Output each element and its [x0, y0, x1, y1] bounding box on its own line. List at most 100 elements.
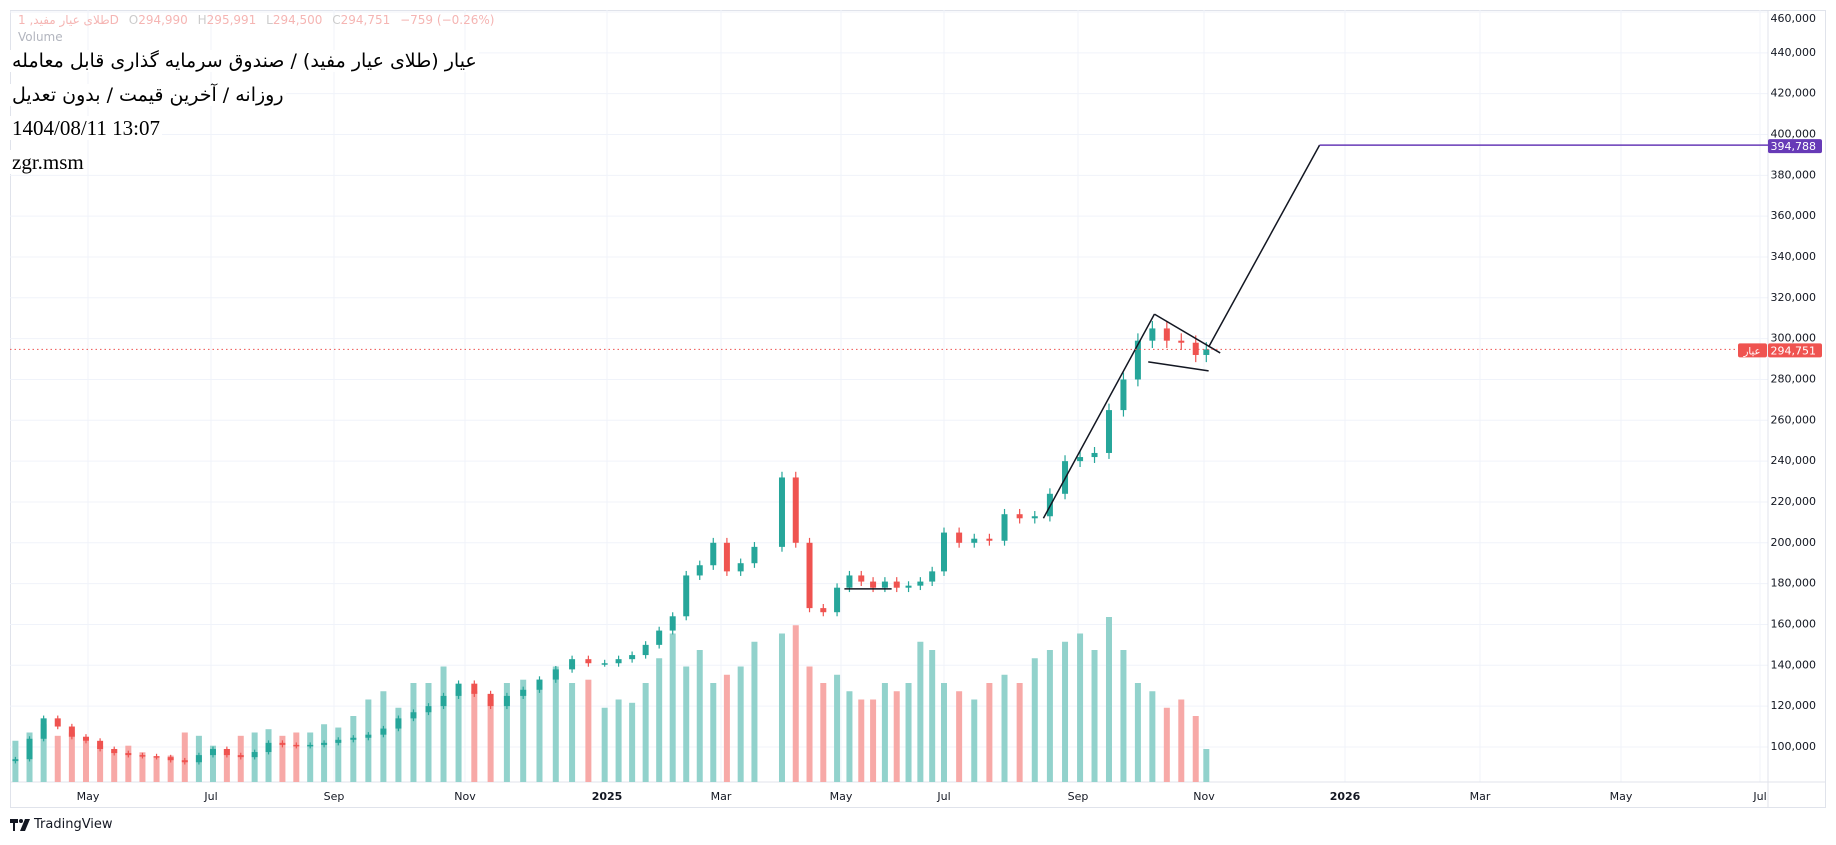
- candle: [181, 757, 188, 765]
- volume-bar: [167, 755, 174, 782]
- candle-body: [395, 718, 402, 729]
- y-tick-label: 340,000: [1771, 250, 1817, 263]
- y-tick-label: 120,000: [1771, 699, 1817, 712]
- candle-body: [751, 546, 758, 564]
- volume-bar: [223, 749, 230, 782]
- candle-body: [1031, 516, 1038, 519]
- candle: [723, 537, 730, 576]
- chart-subtitle: روزانه / آخرین قیمت / بدون تعدیل: [10, 84, 286, 106]
- candle: [870, 577, 877, 593]
- volume-legend: Volume: [18, 30, 63, 44]
- volume-bar: [139, 752, 146, 782]
- candle-body: [1091, 452, 1098, 458]
- candle: [365, 732, 372, 741]
- volume-bar: [986, 683, 993, 782]
- candle-body: [569, 659, 576, 670]
- volume-bar: [335, 727, 342, 782]
- candle-body: [858, 575, 865, 582]
- candle: [1091, 446, 1098, 463]
- candle-body: [251, 752, 258, 758]
- x-tick-label: May: [77, 790, 100, 803]
- candle: [251, 749, 258, 760]
- candle-body: [68, 726, 75, 737]
- candle-body: [12, 759, 19, 762]
- x-tick-label: May: [830, 790, 853, 803]
- candle-body: [683, 575, 690, 617]
- volume-bar: [834, 674, 841, 782]
- candle: [503, 692, 510, 710]
- volume-bar: [395, 707, 402, 782]
- tradingview-logo[interactable]: TradingView: [10, 817, 113, 832]
- volume-bar: [656, 658, 663, 782]
- candle: [629, 651, 636, 663]
- close-label: C: [332, 13, 341, 27]
- candle-body: [971, 538, 978, 543]
- volume-bar: [737, 666, 744, 782]
- candle-body: [365, 734, 372, 738]
- y-tick-label: 180,000: [1771, 577, 1817, 590]
- candle: [956, 527, 963, 548]
- candle-body: [893, 581, 900, 588]
- volume-bar: [97, 745, 104, 782]
- candle-body: [380, 728, 387, 735]
- volume-bar: [1120, 650, 1127, 782]
- candle: [941, 527, 947, 576]
- volume-bar: [569, 683, 576, 782]
- candle-body: [293, 744, 300, 747]
- candle-body: [487, 693, 494, 707]
- volume-bar: [1105, 617, 1112, 782]
- y-tick-label: 360,000: [1771, 209, 1817, 222]
- candle-body: [410, 712, 417, 719]
- candle: [153, 753, 160, 760]
- x-tick-label: Nov: [454, 790, 476, 803]
- last-price-label: 294,751: [1771, 344, 1817, 357]
- x-tick-label: Nov: [1193, 790, 1215, 803]
- volume-bar: [552, 666, 559, 782]
- volume-bar: [585, 679, 592, 782]
- volume-bar: [1163, 707, 1170, 782]
- candle-body: [696, 565, 703, 576]
- high-label: H: [197, 13, 207, 27]
- candle-body: [917, 581, 924, 586]
- candle-body: [1105, 410, 1112, 453]
- close-value: 294,751: [340, 13, 391, 27]
- volume-bar: [956, 691, 963, 782]
- y-tick-label: 460,000: [1771, 12, 1817, 25]
- candle: [520, 686, 527, 699]
- candle-body: [125, 753, 132, 756]
- candle-body: [26, 738, 33, 760]
- volume-bar: [806, 666, 813, 782]
- candle: [710, 537, 717, 570]
- volume-bar: [503, 683, 510, 782]
- candle: [265, 740, 272, 755]
- candle: [792, 471, 799, 548]
- pennant-lower-line: [1148, 361, 1209, 372]
- y-tick-label: 200,000: [1771, 536, 1817, 549]
- candle: [778, 471, 785, 552]
- target-price-label: 394,788: [1771, 140, 1817, 153]
- candle-body: [237, 755, 244, 758]
- volume-bar: [1134, 683, 1141, 782]
- volume-bar: [881, 683, 888, 782]
- candle-body: [723, 542, 730, 572]
- candle: [552, 665, 559, 683]
- candle-body: [279, 742, 286, 745]
- chart-frame: [10, 10, 1826, 808]
- volume-bar: [1046, 650, 1053, 782]
- volume-series: [12, 617, 1210, 782]
- candle-body: [615, 659, 622, 664]
- candle: [1178, 333, 1185, 351]
- candle: [82, 734, 89, 744]
- candle: [615, 655, 622, 667]
- volume-bar: [917, 641, 924, 782]
- candle-body: [1001, 514, 1008, 541]
- candle: [68, 723, 75, 740]
- x-tick-label: 2025: [592, 790, 623, 803]
- candle: [737, 558, 744, 576]
- symbol-tag: [1738, 343, 1767, 358]
- candle: [751, 542, 758, 568]
- volume-bar: [487, 699, 494, 782]
- candle: [917, 577, 924, 591]
- y-tick-label: 300,000: [1771, 332, 1817, 345]
